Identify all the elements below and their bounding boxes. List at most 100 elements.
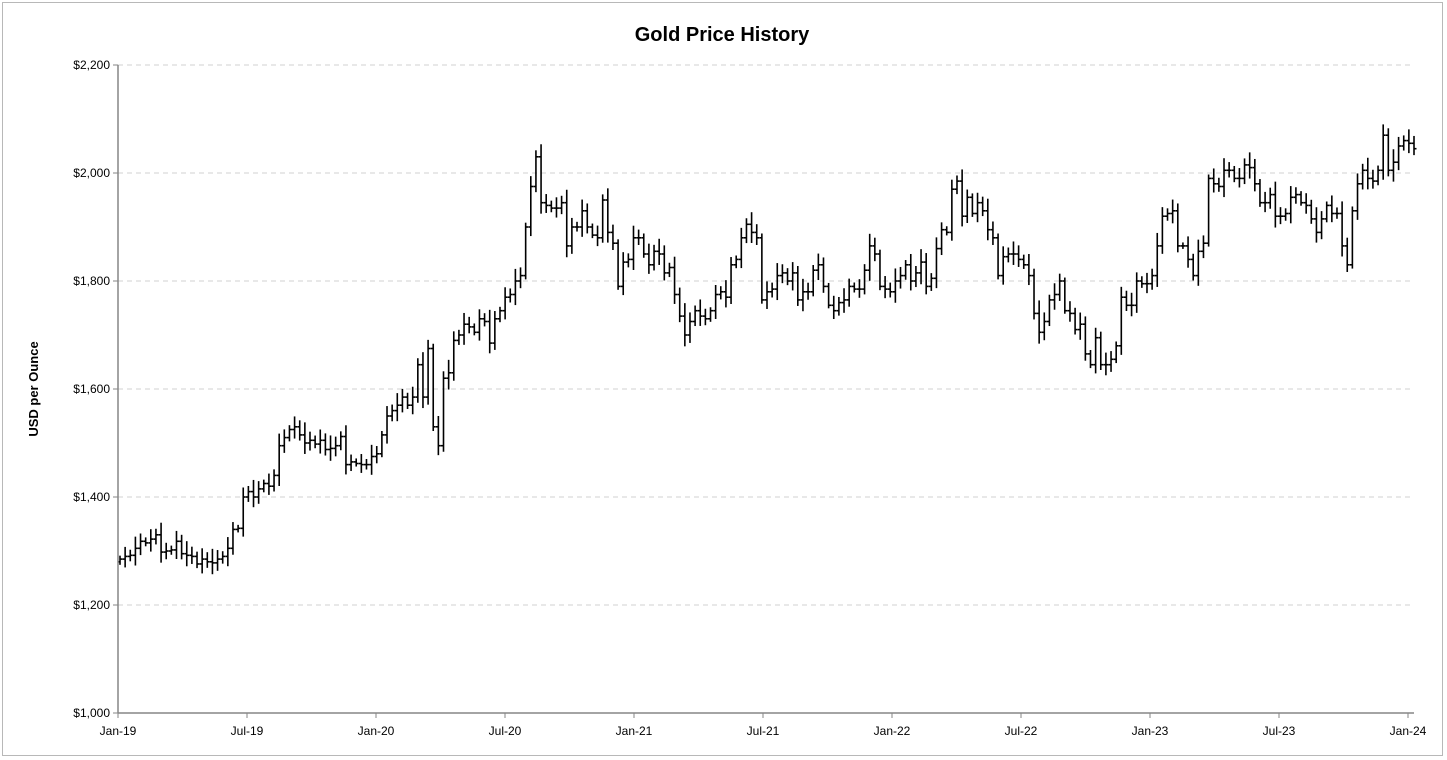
ohlc-bar — [995, 233, 1001, 280]
ohlc-bar — [143, 537, 149, 547]
ohlc-bar — [1021, 254, 1027, 269]
ohlc-bar — [173, 530, 179, 559]
ohlc-bar — [127, 549, 133, 562]
ohlc-bar — [148, 529, 154, 552]
ohlc-bar — [138, 533, 144, 556]
ohlc-bar — [1360, 163, 1366, 190]
ohlc-bar — [466, 316, 472, 334]
ohlc-bar — [497, 306, 503, 323]
ohlc-bar — [471, 323, 477, 336]
ohlc-bar — [1344, 237, 1350, 272]
ohlc-bar — [333, 436, 339, 457]
ohlc-bar — [1308, 199, 1314, 224]
ohlc-bar — [564, 189, 570, 258]
ohlc-bar — [625, 253, 631, 268]
ohlc-bar — [1154, 232, 1160, 287]
ohlc-bar — [579, 199, 585, 237]
ohlc-bar — [1190, 253, 1196, 281]
ohlc-bar — [615, 239, 621, 290]
ohlc-bar — [446, 359, 452, 390]
ohlc-bar — [785, 268, 791, 286]
ohlc-bar — [1298, 191, 1304, 206]
x-tick-label: Jan-23 — [1132, 724, 1169, 738]
ohlc-bar — [1118, 286, 1124, 355]
ohlc-bar — [122, 546, 128, 568]
ohlc-bar — [964, 189, 970, 224]
ohlc-bar — [1134, 272, 1140, 313]
ohlc-bar — [831, 295, 837, 320]
ohlc-bar — [990, 221, 996, 245]
ohlc-bar — [1026, 254, 1032, 286]
ohlc-bar — [595, 225, 601, 247]
ohlc-bar — [589, 223, 595, 239]
ohlc-bar — [179, 534, 185, 560]
ohlc-bar — [733, 255, 739, 269]
chart-title: Gold Price History — [635, 24, 810, 46]
y-tick-label: $1,200 — [73, 598, 110, 612]
ohlc-bar — [502, 287, 508, 320]
ohlc-bar — [728, 257, 734, 305]
ohlc-bar — [713, 284, 719, 320]
ohlc-bar — [944, 226, 950, 236]
ohlc-bar — [369, 444, 375, 475]
ohlc-bar — [399, 388, 405, 413]
ohlc-bar — [841, 288, 847, 313]
ohlc-bar — [1313, 207, 1319, 243]
ohlc-bar — [328, 435, 334, 461]
ohlc-bar — [913, 265, 919, 288]
ohlc-bar — [220, 551, 226, 564]
ohlc-bar — [476, 309, 482, 341]
ohlc-bar — [1257, 179, 1263, 207]
ohlc-bar — [533, 150, 539, 193]
ohlc-bar — [430, 343, 436, 431]
ohlc-bar — [281, 429, 287, 453]
ohlc-bar — [1031, 268, 1037, 320]
ohlc-bar — [1339, 201, 1345, 257]
ohlc-bar — [1277, 207, 1283, 225]
ohlc-bar — [898, 266, 904, 289]
ohlc-bar — [358, 454, 364, 473]
ohlc-bar — [1046, 294, 1052, 327]
ohlc-bar — [292, 416, 298, 439]
ohlc-bar — [1293, 187, 1299, 204]
ohlc-bar — [872, 237, 878, 262]
ohlc-bar — [1247, 152, 1253, 179]
ohlc-bar — [1067, 301, 1073, 322]
ohlc-bar — [271, 469, 277, 492]
ohlc-bar — [353, 458, 359, 467]
ohlc-bar — [1324, 201, 1330, 223]
ohlc-bar — [163, 542, 169, 560]
ohlc-bar — [1195, 239, 1201, 286]
ohlc-bar — [425, 339, 431, 405]
ohlc-bar — [584, 203, 590, 234]
ohlc-bar — [1165, 208, 1171, 221]
ohlc-bar — [800, 278, 806, 312]
ohlc-bar — [261, 479, 267, 493]
ohlc-bar — [1401, 135, 1407, 151]
ohlc-bar — [415, 358, 421, 403]
ohlc-bar — [132, 536, 138, 566]
ohlc-bar — [774, 263, 780, 301]
ohlc-bar — [276, 433, 282, 486]
ohlc-bar — [1103, 352, 1109, 376]
ohlc-bar — [1149, 268, 1155, 290]
ohlc-bar — [702, 308, 708, 326]
ohlc-bar — [168, 545, 174, 555]
ohlc-bar — [620, 252, 626, 296]
ohlc-bar — [1036, 300, 1042, 344]
ohlc-bar — [1303, 193, 1309, 214]
x-tick-label: Jul-21 — [747, 724, 780, 738]
ohlc-bar — [630, 225, 636, 270]
ohlc-bar — [1267, 187, 1273, 209]
x-tick-label: Jan-24 — [1390, 724, 1427, 738]
ohlc-bar — [851, 282, 857, 293]
ohlc-bar — [738, 227, 744, 269]
ohlc-bar — [779, 264, 785, 284]
ohlc-bar — [820, 257, 826, 293]
ohlc-bar — [456, 329, 462, 345]
ohlc-bar — [605, 188, 611, 243]
ohlc-bar — [1236, 168, 1242, 188]
y-tick-label: $2,000 — [73, 166, 110, 180]
ohlc-bar — [435, 416, 441, 456]
ohlc-bar — [867, 233, 873, 281]
